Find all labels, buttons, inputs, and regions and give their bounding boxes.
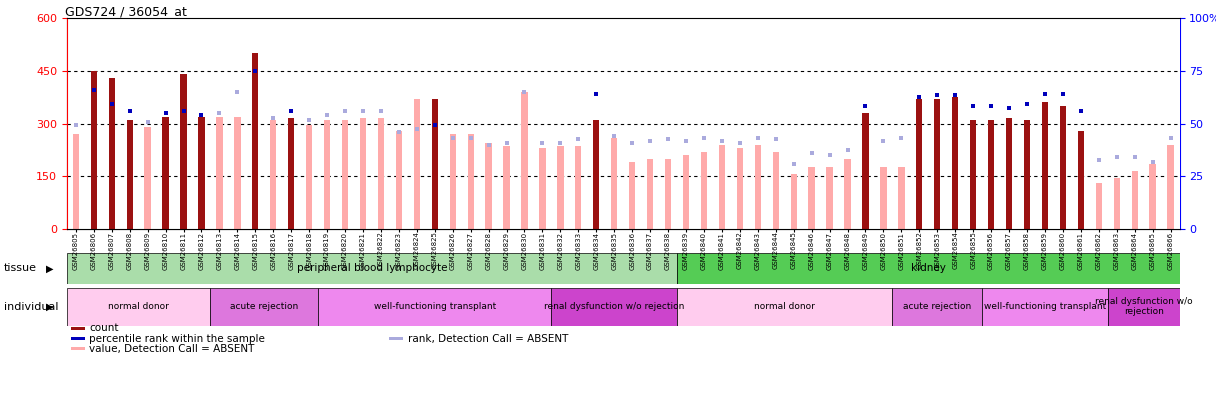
Bar bbox=[108, 78, 114, 229]
Bar bbox=[1024, 120, 1030, 229]
Bar bbox=[450, 134, 456, 229]
Text: percentile rank within the sample: percentile rank within the sample bbox=[89, 334, 265, 343]
Bar bbox=[557, 146, 563, 229]
Bar bbox=[126, 120, 133, 229]
Text: renal dysfunction w/o
rejection: renal dysfunction w/o rejection bbox=[1094, 297, 1193, 316]
Bar bbox=[1042, 102, 1048, 229]
Text: kidney: kidney bbox=[911, 263, 946, 273]
Bar bbox=[844, 159, 851, 229]
Bar bbox=[378, 118, 384, 229]
Bar bbox=[319, 288, 551, 326]
Text: peripheral blood lymphocyte: peripheral blood lymphocyte bbox=[297, 263, 447, 273]
Text: GDS724 / 36054_at: GDS724 / 36054_at bbox=[64, 5, 186, 18]
Bar bbox=[342, 120, 348, 229]
Text: ▶: ▶ bbox=[46, 263, 54, 273]
Text: renal dysfunction w/o rejection: renal dysfunction w/o rejection bbox=[544, 302, 685, 311]
Bar bbox=[677, 253, 1180, 284]
Bar bbox=[893, 288, 983, 326]
Bar bbox=[163, 117, 169, 229]
Bar bbox=[809, 167, 815, 229]
Bar bbox=[1149, 164, 1155, 229]
Bar bbox=[575, 146, 581, 229]
Bar bbox=[540, 148, 546, 229]
Text: normal donor: normal donor bbox=[754, 302, 815, 311]
Bar bbox=[413, 99, 420, 229]
Bar bbox=[1108, 288, 1180, 326]
Text: well-functioning transplant: well-functioning transplant bbox=[373, 302, 496, 311]
Bar bbox=[952, 97, 958, 229]
Bar bbox=[790, 175, 796, 229]
Bar bbox=[485, 143, 491, 229]
Bar bbox=[719, 145, 725, 229]
Bar bbox=[235, 117, 241, 229]
Bar bbox=[934, 99, 940, 229]
Bar bbox=[970, 120, 976, 229]
Bar bbox=[983, 288, 1108, 326]
Bar bbox=[647, 159, 653, 229]
Bar bbox=[1132, 171, 1138, 229]
Bar bbox=[467, 134, 474, 229]
Text: ▶: ▶ bbox=[46, 302, 54, 312]
Bar bbox=[73, 134, 79, 229]
Bar bbox=[1059, 106, 1066, 229]
Bar bbox=[210, 288, 319, 326]
Text: tissue: tissue bbox=[4, 263, 36, 273]
Bar bbox=[629, 162, 635, 229]
Bar bbox=[522, 92, 528, 229]
Text: rank, Detection Call = ABSENT: rank, Detection Call = ABSENT bbox=[407, 334, 568, 343]
Text: well-functioning transplant: well-functioning transplant bbox=[984, 302, 1107, 311]
Bar bbox=[145, 127, 151, 229]
Text: acute rejection: acute rejection bbox=[230, 302, 298, 311]
Bar bbox=[323, 120, 331, 229]
Bar bbox=[198, 117, 204, 229]
Bar bbox=[216, 117, 223, 229]
Bar bbox=[827, 167, 833, 229]
Bar bbox=[67, 288, 210, 326]
Bar bbox=[180, 75, 187, 229]
Bar bbox=[360, 118, 366, 229]
Bar bbox=[899, 167, 905, 229]
Bar bbox=[288, 118, 294, 229]
Bar bbox=[665, 159, 671, 229]
Bar bbox=[862, 113, 868, 229]
Text: acute rejection: acute rejection bbox=[903, 302, 972, 311]
Bar bbox=[551, 288, 677, 326]
Bar bbox=[1096, 183, 1102, 229]
Bar bbox=[612, 138, 618, 229]
Bar bbox=[916, 99, 923, 229]
Bar bbox=[677, 288, 893, 326]
Bar bbox=[503, 146, 510, 229]
Bar bbox=[306, 125, 313, 229]
Text: count: count bbox=[89, 324, 119, 333]
Bar bbox=[91, 71, 97, 229]
Bar bbox=[395, 130, 402, 229]
Text: value, Detection Call = ABSENT: value, Detection Call = ABSENT bbox=[89, 344, 254, 354]
Bar bbox=[755, 145, 761, 229]
Bar bbox=[880, 167, 886, 229]
Bar bbox=[1077, 130, 1083, 229]
Bar bbox=[700, 151, 706, 229]
Bar bbox=[772, 151, 779, 229]
Bar bbox=[593, 120, 599, 229]
Bar bbox=[432, 99, 438, 229]
Bar bbox=[1006, 118, 1012, 229]
Bar bbox=[1114, 178, 1120, 229]
Bar bbox=[987, 120, 995, 229]
Text: individual: individual bbox=[4, 302, 58, 312]
Bar bbox=[270, 120, 276, 229]
Bar bbox=[737, 148, 743, 229]
Bar bbox=[252, 53, 259, 229]
Bar bbox=[67, 253, 677, 284]
Text: normal donor: normal donor bbox=[108, 302, 169, 311]
Bar bbox=[683, 155, 689, 229]
Bar bbox=[1167, 145, 1173, 229]
